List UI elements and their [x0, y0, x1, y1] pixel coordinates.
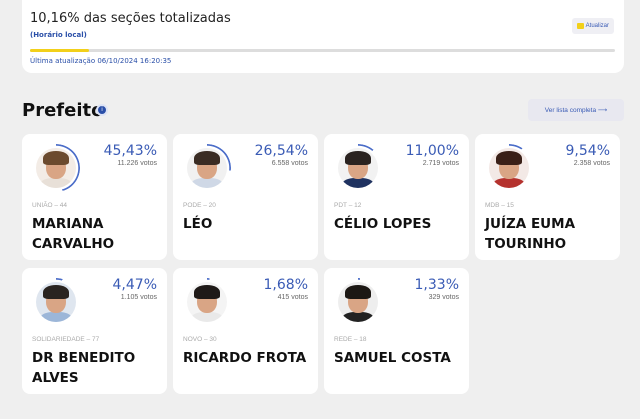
- vote-percentage: 9,54%: [565, 143, 610, 159]
- vote-percentage: 45,43%: [103, 143, 157, 159]
- party-number: SOLIDARIEDADE – 77: [32, 336, 100, 343]
- candidate-card[interactable]: 45,43% 11.226 votos UNIÃO – 44 MARIANA C…: [22, 134, 167, 260]
- candidate-card[interactable]: 11,00% 2.719 votos PDT – 12 CÉLIO LOPES: [324, 134, 469, 260]
- party-number: UNIÃO – 44: [32, 202, 68, 209]
- candidate-photo: [187, 282, 227, 322]
- candidate-name: LÉO: [183, 216, 213, 232]
- vote-count: 6.558 votos: [271, 160, 308, 167]
- candidate-avatar: [183, 278, 231, 326]
- party-number: MDB – 15: [485, 202, 514, 209]
- vote-count: 329 votos: [428, 294, 459, 301]
- vote-percentage: 1,68%: [263, 277, 308, 293]
- party-number: PODE – 20: [183, 202, 216, 209]
- candidate-name: MARIANA CARVALHO: [32, 216, 115, 252]
- candidate-avatar: [334, 278, 382, 326]
- candidate-card[interactable]: 26,54% 6.558 votos PODE – 20 LÉO: [173, 134, 318, 260]
- candidate-avatar: [183, 144, 231, 192]
- vote-percentage: 1,33%: [414, 277, 459, 293]
- candidate-avatar: [32, 144, 80, 192]
- progress-fill: [30, 49, 90, 52]
- refresh-button[interactable]: Atualizar: [571, 18, 614, 34]
- candidate-card[interactable]: 1,33% 329 votos REDE – 18 SAMUEL COSTA: [324, 268, 469, 394]
- candidate-photo: [338, 148, 378, 188]
- vote-count: 2.719 votos: [422, 160, 459, 167]
- totalization-title: 10,16% das seções totalizadas: [30, 11, 231, 26]
- candidate-avatar: [334, 144, 382, 192]
- totalization-progress-bar: [30, 49, 615, 52]
- vote-percentage: 11,00%: [405, 143, 459, 159]
- vote-count: 415 votos: [277, 294, 308, 301]
- candidate-photo: [187, 148, 227, 188]
- party-number: PDT – 12: [334, 202, 362, 209]
- section-title: Prefeito: [22, 100, 104, 121]
- candidate-name: DR BENEDITO ALVES: [32, 350, 136, 386]
- candidate-photo: [36, 282, 76, 322]
- candidate-name: SAMUEL COSTA: [334, 350, 451, 366]
- vote-percentage: 4,47%: [112, 277, 157, 293]
- candidate-card[interactable]: 1,68% 415 votos NOVO – 30 RICARDO FROTA: [173, 268, 318, 394]
- candidate-photo: [338, 282, 378, 322]
- refresh-label: Atualizar: [585, 23, 609, 29]
- candidate-name: RICARDO FROTA: [183, 350, 307, 366]
- folder-icon: [576, 23, 584, 29]
- party-number: NOVO – 30: [183, 336, 217, 343]
- candidate-photo: [36, 148, 76, 188]
- candidate-avatar: [485, 144, 533, 192]
- candidate-photo: [489, 148, 529, 188]
- vote-count: 1.105 votos: [120, 294, 157, 301]
- candidate-avatar: [32, 278, 80, 326]
- candidate-card[interactable]: 9,54% 2.358 votos MDB – 15 JUÍZA EUMA TO…: [475, 134, 620, 260]
- candidate-card[interactable]: 4,47% 1.105 votos SOLIDARIEDADE – 77 DR …: [22, 268, 167, 394]
- last-update-text: Última atualização 06/10/2024 16:20:35: [30, 57, 172, 65]
- info-icon[interactable]: i: [96, 104, 108, 116]
- party-number: REDE – 18: [334, 336, 367, 343]
- view-full-list-button[interactable]: Ver lista completa ⟶: [528, 99, 624, 121]
- totalization-status-card: 10,16% das seções totalizadas (Horário l…: [22, 0, 624, 73]
- candidate-name: JUÍZA EUMA TOURINHO: [485, 216, 576, 252]
- vote-percentage: 26,54%: [254, 143, 308, 159]
- vote-count: 11.226 votos: [117, 160, 157, 167]
- vote-count: 2.358 votos: [573, 160, 610, 167]
- candidate-name: CÉLIO LOPES: [334, 216, 432, 232]
- local-time-label: (Horário local): [30, 31, 87, 39]
